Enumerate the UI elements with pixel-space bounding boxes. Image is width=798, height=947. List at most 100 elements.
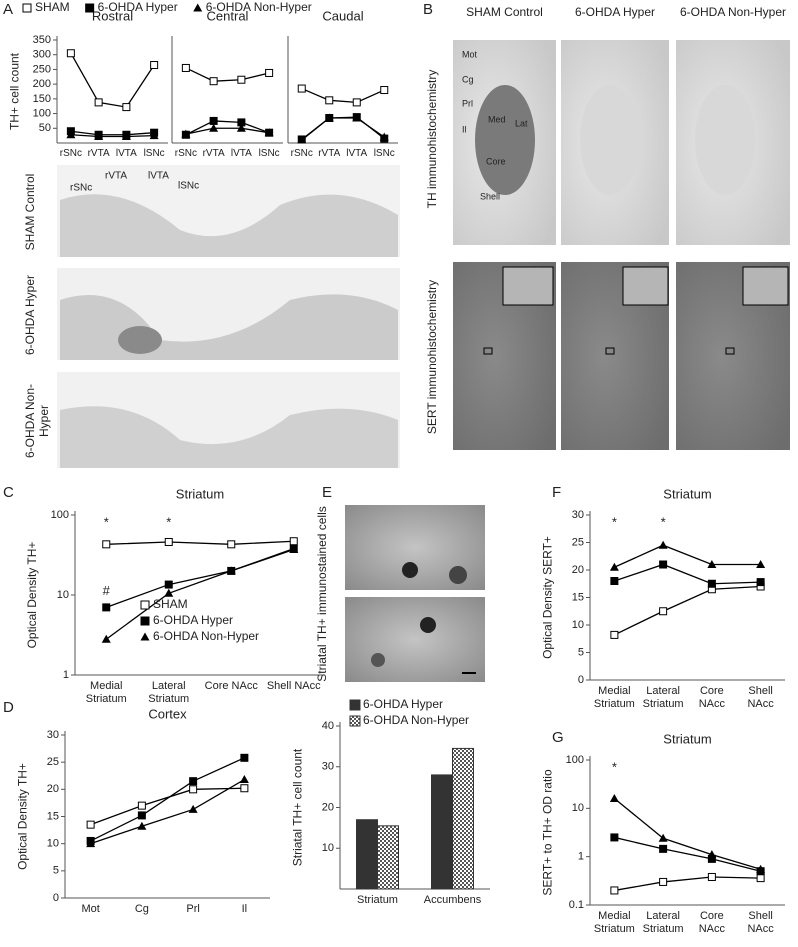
panel-label: A — [3, 1, 13, 18]
series-line — [185, 120, 270, 136]
y-tick-label: 0 — [578, 674, 584, 686]
chart-title: Cortex — [148, 706, 187, 721]
chart: 0.1 1 10 100 Striatum * — [566, 731, 785, 911]
x-tick-label-box: Lateral Striatum — [642, 685, 684, 710]
marker — [227, 540, 236, 549]
x-tick-label: Prl — [186, 903, 200, 915]
x-tick-label-box: Prl — [186, 903, 200, 915]
series-line — [185, 127, 270, 135]
marker — [707, 579, 716, 588]
series-line — [614, 544, 761, 568]
x-tick-label-box: Il — [242, 903, 248, 915]
marker — [149, 131, 159, 140]
marker — [164, 537, 173, 546]
series-line — [70, 52, 155, 108]
x-tick-label-box: lVTA — [346, 148, 368, 159]
marker — [756, 864, 766, 873]
marker — [66, 49, 75, 58]
y-tick-label: 100 — [51, 509, 69, 521]
marker — [707, 560, 717, 568]
x-tick-label: Accumbens — [423, 894, 482, 906]
annotation: # — [103, 583, 111, 598]
region-label: lSNc — [178, 181, 199, 192]
series-line — [614, 836, 761, 872]
y-tick-label: 20 — [572, 564, 584, 576]
marker — [610, 577, 619, 585]
histology-b — [453, 40, 790, 450]
marker — [66, 130, 76, 139]
series-line — [90, 787, 245, 826]
bar — [377, 825, 399, 890]
x-tick-label: lSNc — [143, 148, 165, 159]
x-tick-label: Medial Striatum — [85, 680, 127, 705]
marker — [265, 68, 274, 77]
region-label: Cg — [462, 74, 474, 84]
y-tick-label: 1 — [578, 851, 584, 863]
marker — [297, 135, 307, 144]
x-tick-label: Shell NAcc — [747, 910, 774, 935]
y-tick-label: 40 — [322, 720, 334, 732]
column-label-box: SHAM Control — [466, 6, 543, 19]
y-tick-label: 30 — [322, 761, 334, 773]
x-tick-label: rVTA — [202, 148, 225, 159]
marker — [659, 607, 668, 616]
legend-label: 6-OHDA Hyper — [153, 613, 233, 627]
legend-swatch — [22, 3, 32, 13]
y-tick-label: 5 — [578, 646, 584, 658]
x-tick-label: Cg — [134, 903, 149, 915]
marker — [352, 113, 362, 122]
chart: 10 20 30 40 6-OHDA Hyper 6-OHDA Non-Hyper — [322, 697, 490, 890]
y-axis-label: Optical Density SERT+ — [541, 536, 554, 659]
column-label-box: 6-OHDA Hyper — [575, 6, 655, 19]
x-tick-label: rSNc — [174, 148, 197, 159]
x-tick-label: Shell NAcc — [266, 680, 321, 692]
annotation: * — [104, 514, 109, 529]
annotation: * — [661, 514, 666, 529]
series-line — [614, 563, 761, 585]
marker — [756, 874, 765, 883]
x-tick-label-box: Medial Striatum — [594, 910, 635, 935]
marker — [297, 84, 306, 93]
chart-title: Rostral — [92, 8, 133, 23]
row-label: SERT immunohistochemistry — [426, 279, 439, 435]
series-line — [185, 67, 270, 82]
x-tick-label: Medial Striatum — [593, 685, 635, 710]
marker — [352, 98, 361, 107]
marker — [289, 545, 299, 554]
panel-label: F — [552, 484, 561, 501]
y-tick-label: 30 — [47, 729, 59, 741]
x-tick-label: lVTA — [230, 148, 252, 159]
legend-label: 6-OHDA Non-Hyper — [363, 713, 469, 727]
region-label: Med — [488, 114, 506, 124]
marker — [289, 537, 298, 546]
x-tick-label-box: lVTA — [116, 148, 137, 159]
marker — [658, 540, 668, 549]
x-tick-label-box: lSNc — [259, 148, 280, 159]
marker — [164, 580, 173, 589]
marker — [181, 129, 191, 138]
column-label-box: 6-OHDA Non-Hyper — [680, 6, 786, 19]
x-tick-label: Lateral Striatum — [642, 685, 684, 710]
x-tick-label-box: Shell NAcc — [747, 685, 773, 710]
panel-label: E — [322, 484, 332, 501]
legend-swatch — [140, 616, 150, 626]
series-line — [90, 778, 245, 845]
marker — [379, 132, 389, 141]
series-line — [106, 548, 294, 609]
marker — [264, 128, 274, 137]
row-label-box: SERT immunohistochemistry — [426, 279, 439, 435]
marker — [610, 833, 619, 842]
y-tick-label: 10 — [47, 838, 59, 850]
marker — [150, 61, 159, 70]
chart-title: Caudal — [322, 8, 363, 23]
series-line — [105, 548, 294, 640]
annotation: * — [612, 514, 617, 529]
column-label: SHAM Control — [466, 6, 543, 19]
x-tick-label: lVTA — [346, 148, 368, 159]
region-label: rVTA — [105, 171, 127, 182]
y-axis-label: TH+ cell count — [8, 52, 21, 131]
marker — [659, 877, 668, 886]
chart-title: Striatum — [176, 486, 224, 501]
x-tick-label-box: rSNc — [60, 148, 82, 159]
